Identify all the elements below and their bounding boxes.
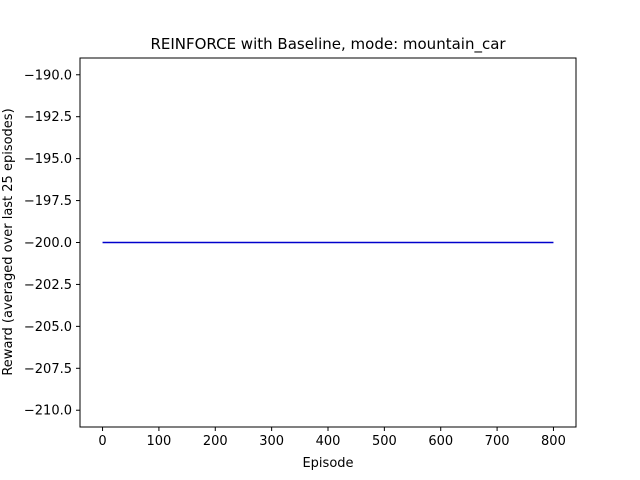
- x-tick-label: 500: [372, 434, 397, 449]
- x-tick-label: 100: [146, 434, 171, 449]
- x-tick-label: 200: [203, 434, 228, 449]
- y-tick-label: −197.5: [24, 194, 72, 209]
- x-tick-label: 600: [428, 434, 453, 449]
- y-tick-label: −195.0: [24, 152, 72, 167]
- y-tick-label: −200.0: [24, 236, 72, 251]
- x-tick-label: 800: [541, 434, 566, 449]
- y-tick-label: −205.0: [24, 320, 72, 335]
- x-tick-label: 0: [98, 434, 106, 449]
- x-axis: 0 100 200 300 400 500 600 700 800: [98, 427, 566, 449]
- y-tick-label: −192.5: [24, 110, 72, 125]
- y-tick-label: −207.5: [24, 362, 72, 377]
- y-tick-label: −202.5: [24, 278, 72, 293]
- y-axis: −190.0 −192.5 −195.0 −197.5 −200.0 −202.5 −205…: [24, 68, 80, 419]
- x-axis-label: Episode: [302, 456, 353, 471]
- y-axis-label: Reward (averaged over last 25 episodes): [1, 108, 16, 375]
- chart-title: REINFORCE with Baseline, mode: mountain_…: [150, 35, 506, 54]
- y-tick-label: −190.0: [24, 68, 72, 83]
- x-tick-label: 700: [485, 434, 510, 449]
- x-tick-label: 400: [316, 434, 341, 449]
- y-tick-label: −210.0: [24, 404, 72, 419]
- x-tick-label: 300: [259, 434, 284, 449]
